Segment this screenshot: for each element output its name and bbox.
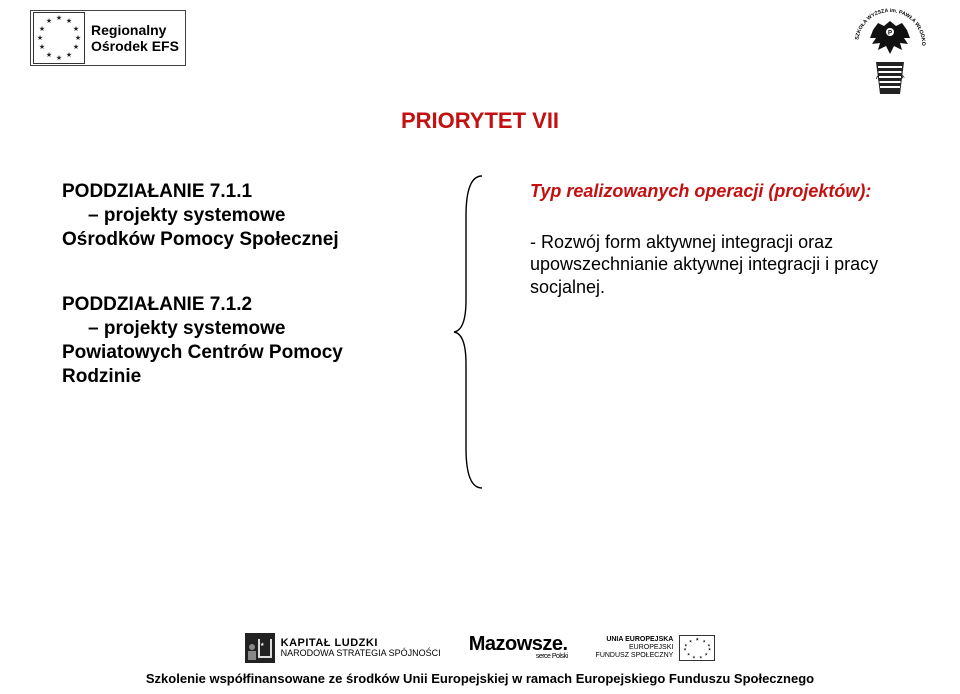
poddzialanie-711-sub: Ośrodków Pomocy Społecznej bbox=[62, 228, 422, 252]
poddzialanie-712-heading: PODDZIAŁANIE 7.1.2 bbox=[62, 293, 422, 317]
mazowsze-text: Mazowsze. bbox=[469, 633, 568, 655]
poddzialanie-712-line: – projekty systemowe bbox=[88, 317, 285, 341]
svg-text:★: ★ bbox=[260, 642, 265, 648]
logo-unia-europejska: UNIA EUROPEJSKA EUROPEJSKI FUNDUSZ SPOŁE… bbox=[596, 635, 716, 661]
header: ★ ★ ★ ★ ★ ★ ★ ★ ★ ★ ★ ★ Regionalny Ośrod… bbox=[30, 4, 930, 84]
kapital-small: NARODOWA STRATEGIA SPÓJNOŚCI bbox=[281, 649, 441, 658]
logo-left-line1: Regionalny bbox=[91, 22, 179, 38]
ue-bot: FUNDUSZ SPOŁECZNY bbox=[596, 652, 674, 660]
ue-mid: EUROPEJSKI bbox=[596, 644, 674, 652]
poddzialanie-711-block: PODDZIAŁANIE 7.1.1 – projekty systemowe … bbox=[62, 180, 422, 251]
left-column: PODDZIAŁANIE 7.1.1 – projekty systemowe … bbox=[62, 180, 422, 430]
eu-stars-icon: ★ ★ ★ ★ ★ ★ ★ ★ ★ ★ ★ ★ bbox=[33, 12, 85, 64]
logo-regionalny-osrodek-efs: ★ ★ ★ ★ ★ ★ ★ ★ ★ ★ ★ ★ Regionalny Ośrod… bbox=[30, 10, 186, 66]
footer-logos: ★ KAPITAŁ LUDZKI NARODOWA STRATEGIA SPÓJ… bbox=[0, 633, 960, 663]
right-column: Typ realizowanych operacji (projektów): … bbox=[530, 180, 910, 298]
ue-top: UNIA EUROPEJSKA bbox=[596, 636, 674, 644]
logo-left-line2: Ośrodek EFS bbox=[91, 38, 179, 54]
poddzialanie-712-sub: Powiatowych Centrów Pomocy Rodzinie bbox=[62, 341, 422, 389]
footer-line: Szkolenie współfinansowane ze środków Un… bbox=[0, 671, 960, 686]
logo-szkola-wyzsza: SZKOŁA WYŻSZA im. PAWŁA WŁODKOWICA w PŁO… bbox=[850, 4, 930, 96]
svg-text:P: P bbox=[888, 31, 892, 37]
footer: ★ KAPITAŁ LUDZKI NARODOWA STRATEGIA SPÓJ… bbox=[0, 633, 960, 686]
poddzialanie-711-heading: PODDZIAŁANIE 7.1.1 bbox=[62, 180, 422, 204]
curly-brace-icon bbox=[452, 172, 488, 492]
poddzialanie-712-block: PODDZIAŁANIE 7.1.2 – projekty systemowe … bbox=[62, 293, 422, 388]
logo-kapital-ludzki: ★ KAPITAŁ LUDZKI NARODOWA STRATEGIA SPÓJ… bbox=[245, 633, 441, 663]
logo-left-text: Regionalny Ośrodek EFS bbox=[91, 22, 179, 54]
logo-mazowsze: Mazowsze. serce Polski bbox=[469, 636, 568, 660]
page-title: PRIORYTET VII bbox=[0, 108, 960, 134]
poddzialanie-711-line: – projekty systemowe bbox=[88, 204, 285, 228]
bullet-text: - Rozwój form aktywnej integracji oraz u… bbox=[530, 231, 910, 299]
kapital-ludzki-icon: ★ bbox=[245, 633, 275, 663]
eu-flag-icon: ★ ★ ★ ★ ★ ★ ★ ★ ★ ★ ★ ★ bbox=[679, 635, 715, 661]
type-title: Typ realizowanych operacji (projektów): bbox=[530, 180, 910, 203]
